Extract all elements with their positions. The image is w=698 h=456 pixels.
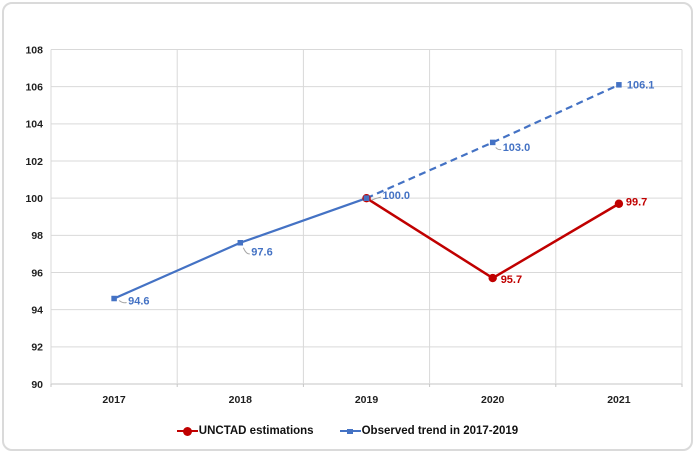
- observed-series-line: [113, 197, 367, 300]
- data-label-leader-line: [118, 300, 127, 304]
- legend-red-circle-marker-icon: [176, 426, 198, 436]
- y-axis-tick-label: 108: [25, 44, 43, 56]
- estimations-data-point-marker: [614, 199, 624, 208]
- x-axis-category-label: 2019: [355, 394, 379, 406]
- legend-item-observed-trend: Observed trend in 2017-2019: [339, 425, 519, 437]
- y-axis-tick-label: 100: [25, 193, 43, 205]
- data-label-99-7: 99.7: [626, 197, 647, 209]
- data-label-97-6: 97.6: [251, 247, 272, 259]
- data-label-leader-line: [495, 147, 502, 151]
- chart-frame: 90 92 94 96 98 100 102 104 106 108 2017 2018 2019 202…: [2, 2, 693, 451]
- chart-plot-area: 90 92 94 96 98 100 102 104 106 108 2017 2018 2019 202…: [25, 44, 683, 406]
- projection-data-point-marker: [616, 82, 622, 88]
- legend-label-unctad-estimations: UNCTAD estimations: [198, 425, 314, 437]
- projection-series-line: [366, 83, 620, 200]
- data-label-103-0: 103.0: [503, 142, 531, 154]
- legend-label-observed-trend: Observed trend in 2017-2019: [361, 425, 519, 437]
- legend-item-unctad-estimations: UNCTAD estimations: [176, 425, 314, 437]
- data-label-leader-line: [371, 196, 382, 201]
- estimations-data-point-marker: [488, 273, 497, 283]
- y-axis-tick-label: 94: [31, 304, 43, 316]
- y-axis-tick-label: 104: [25, 119, 43, 131]
- data-label-leader-line: [242, 247, 250, 255]
- x-axis-category-label: 2017: [102, 394, 126, 406]
- y-axis-tick-label: 106: [25, 81, 43, 93]
- x-axis-category-label: 2018: [229, 394, 253, 406]
- x-axis-category-label: 2021: [607, 394, 631, 406]
- legend-blue-square-marker-icon: [339, 426, 361, 436]
- y-axis-tick-label: 98: [31, 230, 43, 242]
- chart-legend: UNCTAD estimations Observed trend in 201…: [4, 425, 691, 437]
- y-axis-tick-label: 96: [31, 267, 43, 279]
- y-axis-tick-label: 92: [31, 342, 43, 354]
- projection-data-point-marker: [489, 139, 496, 146]
- projection-data-point-marker: [363, 195, 370, 201]
- data-label-95-7: 95.7: [501, 274, 522, 286]
- observed-data-point-marker: [237, 240, 244, 246]
- estimations-series-line: [365, 197, 620, 280]
- y-axis-tick-label: 102: [25, 156, 43, 168]
- y-axis-tick-label: 90: [31, 379, 43, 391]
- x-axis-category-label: 2020: [481, 394, 505, 406]
- data-label-94-6: 94.6: [128, 295, 149, 307]
- data-label-106-1: 106.1: [627, 80, 655, 92]
- data-label-100-0: 100.0: [383, 190, 411, 202]
- observed-data-point-marker: [111, 295, 117, 302]
